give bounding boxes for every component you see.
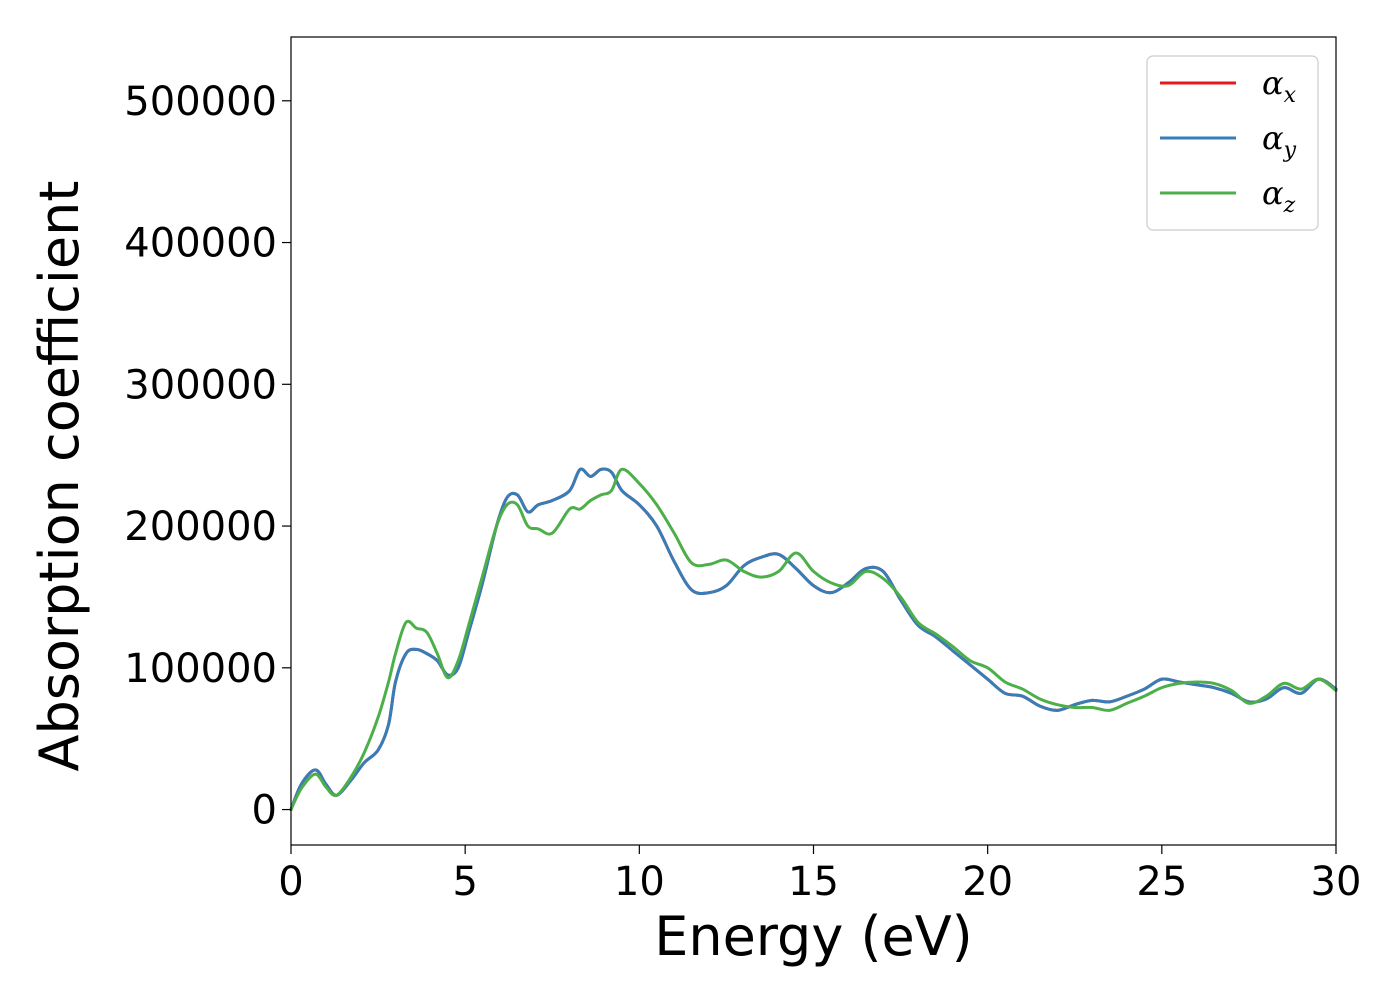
series-layer [289, 467, 1338, 812]
y-ticks: 0 100000 200000 300000 400000 500000 [124, 79, 291, 834]
y-axis-label: Absorption coefficient [28, 181, 91, 772]
y-tick-label: 300000 [124, 362, 277, 408]
y-tick-label: 100000 [124, 646, 277, 692]
series-line-x [289, 467, 1338, 812]
y-tick-label: 200000 [124, 504, 277, 550]
x-tick-label: 0 [278, 859, 303, 905]
legend-label-x: αx [1262, 64, 1297, 108]
legend: αx αy αz [1146, 55, 1319, 231]
legend-box [1146, 55, 1319, 231]
x-tick-label: 15 [788, 859, 839, 905]
x-tick-label: 20 [962, 859, 1013, 905]
x-axis-label: Energy (eV) [654, 905, 973, 968]
x-ticks: 0 5 10 15 20 25 30 [278, 845, 1361, 905]
x-tick-label: 25 [1136, 859, 1187, 905]
series-line-y [289, 467, 1338, 812]
series-line-z [289, 467, 1338, 812]
x-tick-label: 30 [1311, 859, 1362, 905]
x-tick-label: 5 [452, 859, 477, 905]
y-tick-label: 0 [252, 788, 277, 834]
y-tick-label: 500000 [124, 79, 277, 125]
legend-label-z: αz [1262, 174, 1296, 218]
x-tick-label: 10 [614, 859, 665, 905]
y-tick-label: 400000 [124, 221, 277, 267]
legend-label-y: αy [1262, 119, 1297, 163]
